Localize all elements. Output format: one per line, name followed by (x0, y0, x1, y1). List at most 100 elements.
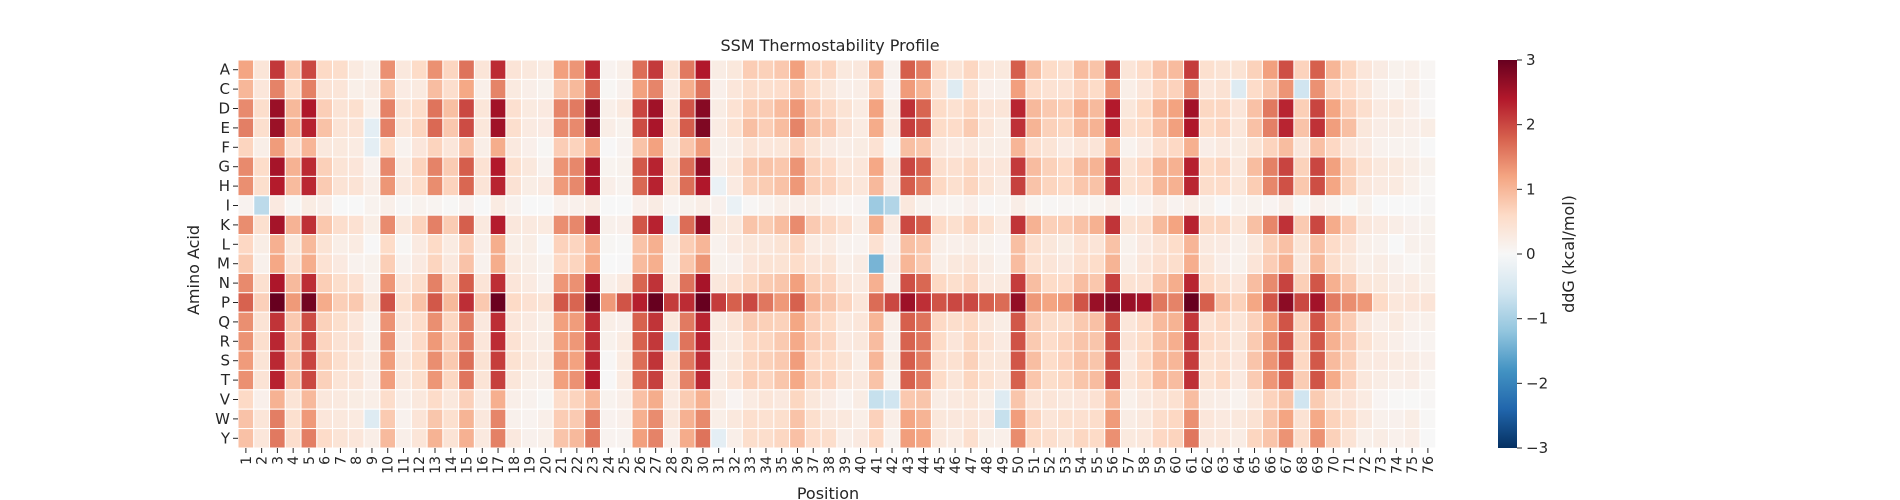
heatmap-cell-Q-46 (946, 311, 964, 333)
heatmap-cell-F-7 (332, 137, 349, 158)
heatmap-cell-V-32 (726, 389, 743, 410)
heatmap-cell-A-72 (1356, 59, 1374, 80)
heatmap-cell-F-25 (615, 137, 633, 158)
heatmap-cell-D-13 (426, 98, 444, 119)
heatmap-cell-P-22 (568, 292, 586, 313)
heatmap-cell-T-71 (1340, 369, 1358, 391)
heatmap-cell-S-61 (1183, 350, 1200, 371)
heatmap-cell-P-50 (1009, 292, 1027, 313)
heatmap-cell-Y-70 (1324, 428, 1342, 449)
heatmap-cell-L-42 (883, 234, 901, 255)
heatmap-cell-P-54 (1072, 292, 1090, 313)
heatmap-cell-W-18 (505, 408, 523, 430)
heatmap-cell-A-74 (1387, 59, 1405, 80)
heatmap-cell-G-52 (1041, 156, 1059, 177)
x-tick-label-47: 47 (964, 456, 980, 474)
heatmap-cell-R-74 (1387, 331, 1405, 352)
heatmap-cell-Y-4 (284, 428, 302, 449)
heatmap-cell-S-73 (1372, 350, 1389, 371)
heatmap-cell-A-46 (946, 59, 964, 80)
heatmap-cell-W-4 (284, 408, 302, 430)
heatmap-cell-A-53 (1057, 59, 1074, 80)
heatmap-cell-C-41 (867, 78, 885, 100)
heatmap-cell-M-20 (536, 253, 554, 274)
heatmap-cell-F-37 (804, 137, 822, 158)
heatmap-cell-V-66 (1261, 389, 1279, 410)
x-tick-label-39: 39 (838, 456, 854, 474)
heatmap-cell-N-46 (946, 272, 964, 294)
heatmap-cell-F-53 (1057, 137, 1074, 158)
heatmap-cell-T-49 (993, 369, 1011, 391)
heatmap-cell-Y-69 (1309, 428, 1326, 449)
heatmap-cell-S-35 (773, 350, 791, 371)
heatmap-cell-R-6 (316, 331, 334, 352)
heatmap-cell-Y-72 (1356, 428, 1374, 449)
heatmap-cell-N-58 (1135, 272, 1153, 294)
heatmap-cell-M-32 (726, 253, 743, 274)
heatmap-cell-D-31 (710, 98, 728, 119)
heatmap-cell-D-23 (584, 98, 601, 119)
heatmap-cell-S-6 (316, 350, 334, 371)
heatmap-cell-A-66 (1261, 59, 1279, 80)
heatmap-cell-H-49 (993, 175, 1011, 197)
heatmap-cell-C-45 (930, 78, 948, 100)
heatmap-cell-I-47 (962, 195, 980, 216)
heatmap-cell-N-76 (1419, 272, 1437, 294)
heatmap-cell-A-24 (599, 59, 617, 80)
heatmap-cell-R-40 (852, 331, 869, 352)
heatmap-cell-H-64 (1230, 175, 1248, 197)
heatmap-cell-S-7 (332, 350, 349, 371)
heatmap-cell-R-63 (1214, 331, 1232, 352)
heatmap-cell-R-22 (568, 331, 586, 352)
heatmap-cell-H-3 (269, 175, 286, 197)
heatmap-cell-F-1 (237, 137, 255, 158)
heatmap-cell-P-38 (820, 292, 838, 313)
heatmap-cell-Q-67 (1277, 311, 1295, 333)
heatmap-cell-I-3 (269, 195, 286, 216)
heatmap-cell-T-15 (458, 369, 475, 391)
heatmap-cell-A-67 (1277, 59, 1295, 80)
heatmap-cell-T-10 (379, 369, 397, 391)
heatmap-cell-V-10 (379, 389, 397, 410)
heatmap-cell-S-64 (1230, 350, 1248, 371)
heatmap-cell-S-34 (757, 350, 775, 371)
heatmap-cell-Q-28 (663, 311, 680, 333)
heatmap-cell-G-50 (1009, 156, 1027, 177)
heatmap-cell-N-37 (804, 272, 822, 294)
heatmap-cell-W-14 (442, 408, 460, 430)
heatmap-cell-V-53 (1057, 389, 1074, 410)
heatmap-cell-S-4 (284, 350, 302, 371)
heatmap-cell-A-73 (1372, 59, 1389, 80)
heatmap-cell-G-24 (599, 156, 617, 177)
heatmap-cell-C-44 (915, 78, 932, 100)
heatmap-cell-L-28 (663, 234, 680, 255)
heatmap-cell-S-12 (410, 350, 428, 371)
heatmap-cell-D-64 (1230, 98, 1248, 119)
heatmap-cell-M-51 (1025, 253, 1043, 274)
heatmap-cell-C-72 (1356, 78, 1374, 100)
heatmap-cell-S-28 (663, 350, 680, 371)
heatmap-cell-M-43 (899, 253, 917, 274)
heatmap-cell-W-65 (1246, 408, 1263, 430)
heatmap-cell-T-31 (710, 369, 728, 391)
heatmap-cell-P-32 (726, 292, 743, 313)
heatmap-cell-H-41 (867, 175, 885, 197)
heatmap-cell-I-27 (647, 195, 665, 216)
x-tick-label-68: 68 (1295, 456, 1311, 474)
heatmap-cell-N-74 (1387, 272, 1405, 294)
heatmap-cell-C-24 (599, 78, 617, 100)
heatmap-cell-T-1 (237, 369, 255, 391)
heatmap-cell-K-35 (773, 214, 791, 236)
heatmap-cell-F-15 (458, 137, 475, 158)
heatmap-cell-I-31 (710, 195, 728, 216)
heatmap-cell-T-51 (1025, 369, 1043, 391)
heatmap-cell-V-30 (694, 389, 712, 410)
heatmap-cell-D-62 (1198, 98, 1216, 119)
heatmap-cell-S-52 (1041, 350, 1059, 371)
heatmap-cell-N-62 (1198, 272, 1216, 294)
heatmap-cell-H-73 (1372, 175, 1389, 197)
heatmap-cell-G-25 (615, 156, 633, 177)
x-tick-label-23: 23 (586, 456, 602, 474)
heatmap-cell-K-14 (442, 214, 460, 236)
heatmap-cell-T-13 (426, 369, 444, 391)
